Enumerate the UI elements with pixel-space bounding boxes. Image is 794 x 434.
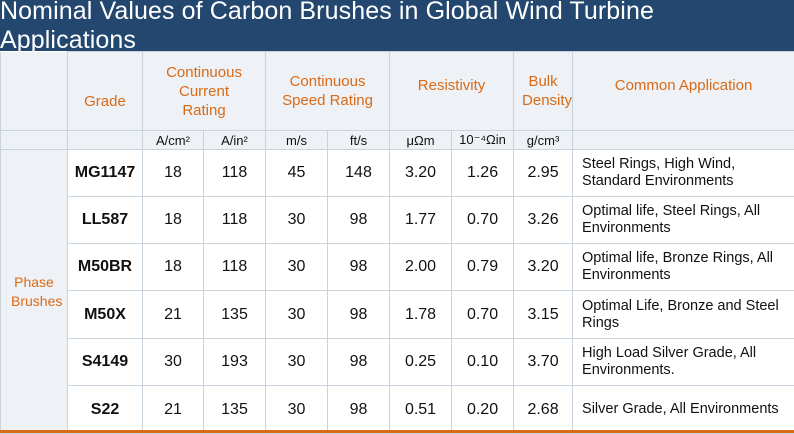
cell-a-in2: 135 — [204, 291, 266, 339]
cell-a-cm2: 18 — [143, 197, 204, 244]
cell-micro-ohm-m: 0.51 — [390, 386, 452, 434]
table-row: S4149 30 193 30 98 0.25 0.10 3.70 High L… — [1, 339, 794, 386]
cell-a-cm2: 21 — [143, 291, 204, 339]
unit-micro-ohm-m: μΩm — [390, 131, 452, 150]
unit-ft-s: ft/s — [328, 131, 390, 150]
cell-ohm-in: 0.20 — [452, 386, 514, 434]
cell-m-s: 30 — [266, 339, 328, 386]
table-row: Phase Brushes MG1147 18 118 45 148 3.20 … — [1, 150, 794, 197]
unit-g-cm3: g/cm³ — [514, 131, 573, 150]
unit-a-cm2: A/cm² — [143, 131, 204, 150]
cell-micro-ohm-m: 2.00 — [390, 244, 452, 291]
cell-a-in2: 118 — [204, 150, 266, 197]
cell-grade: LL587 — [68, 197, 143, 244]
corner-cell — [1, 52, 68, 131]
cell-grade: S22 — [68, 386, 143, 434]
cell-density: 2.68 — [514, 386, 573, 434]
cell-density: 3.20 — [514, 244, 573, 291]
cell-micro-ohm-m: 1.78 — [390, 291, 452, 339]
cell-ft-s: 98 — [328, 339, 390, 386]
cell-grade: M50X — [68, 291, 143, 339]
header-common-application: Common Application — [573, 52, 794, 131]
table-row: LL587 18 118 30 98 1.77 0.70 3.26 Optima… — [1, 197, 794, 244]
application-text: Optimal life, Steel Rings, All Environme… — [582, 203, 788, 237]
header-current-rating: Continuous Current Rating — [143, 52, 266, 131]
cell-a-in2: 135 — [204, 386, 266, 434]
cell-a-cm2: 18 — [143, 244, 204, 291]
cell-ohm-in: 0.79 — [452, 244, 514, 291]
cell-a-in2: 118 — [204, 244, 266, 291]
application-text: Steel Rings, High Wind, Standard Environ… — [582, 156, 788, 190]
header-bulk-density: Bulk Density — [514, 52, 573, 131]
cell-a-cm2: 21 — [143, 386, 204, 434]
cell-micro-ohm-m: 0.25 — [390, 339, 452, 386]
cell-grade: MG1147 — [68, 150, 143, 197]
unit-application-blank — [573, 131, 794, 150]
cell-density: 2.95 — [514, 150, 573, 197]
application-text: High Load Silver Grade, All Environments… — [582, 345, 788, 379]
cell-a-in2: 118 — [204, 197, 266, 244]
cell-m-s: 45 — [266, 150, 328, 197]
cell-ft-s: 98 — [328, 386, 390, 434]
cell-m-s: 30 — [266, 386, 328, 434]
header-speed-rating: Continuous Speed Rating — [266, 52, 390, 131]
cell-application: High Load Silver Grade, All Environments… — [573, 339, 794, 386]
cell-ft-s: 98 — [328, 244, 390, 291]
cell-application: Silver Grade, All Environments — [573, 386, 794, 434]
application-text: Optimal life, Bronze Rings, All Environm… — [582, 250, 788, 284]
cell-density: 3.15 — [514, 291, 573, 339]
row-group-label: Phase Brushes — [1, 150, 68, 434]
unit-corner-cell — [1, 131, 68, 150]
cell-density: 3.70 — [514, 339, 573, 386]
cell-ohm-in: 0.10 — [452, 339, 514, 386]
cell-ft-s: 148 — [328, 150, 390, 197]
cell-micro-ohm-m: 1.77 — [390, 197, 452, 244]
header-resistivity: Resistivity — [390, 52, 514, 131]
cell-grade: M50BR — [68, 244, 143, 291]
cell-micro-ohm-m: 3.20 — [390, 150, 452, 197]
cell-a-in2: 193 — [204, 339, 266, 386]
table-row: M50BR 18 118 30 98 2.00 0.79 3.20 Optima… — [1, 244, 794, 291]
cell-m-s: 30 — [266, 197, 328, 244]
cell-m-s: 30 — [266, 291, 328, 339]
unit-a-in2: A/in² — [204, 131, 266, 150]
header-grade: Grade — [68, 52, 143, 131]
cell-a-cm2: 30 — [143, 339, 204, 386]
unit-m-s: m/s — [266, 131, 328, 150]
application-text: Silver Grade, All Environments — [582, 401, 788, 418]
application-text: Optimal Life, Bronze and Steel Rings — [582, 298, 788, 332]
cell-application: Optimal life, Steel Rings, All Environme… — [573, 197, 794, 244]
cell-ohm-in: 1.26 — [452, 150, 514, 197]
cell-grade: S4149 — [68, 339, 143, 386]
cell-a-cm2: 18 — [143, 150, 204, 197]
cell-m-s: 30 — [266, 244, 328, 291]
cell-application: Optimal Life, Bronze and Steel Rings — [573, 291, 794, 339]
table-row: M50X 21 135 30 98 1.78 0.70 3.15 Optimal… — [1, 291, 794, 339]
cell-ohm-in: 0.70 — [452, 197, 514, 244]
cell-application: Optimal life, Bronze Rings, All Environm… — [573, 244, 794, 291]
carbon-brush-table: Grade Continuous Current Rating Continuo… — [0, 51, 794, 434]
cell-density: 3.26 — [514, 197, 573, 244]
cell-ohm-in: 0.70 — [452, 291, 514, 339]
unit-ohm-in: 10⁻⁴Ωin — [452, 131, 514, 150]
page-title: Nominal Values of Carbon Brushes in Glob… — [0, 0, 794, 51]
cell-application: Steel Rings, High Wind, Standard Environ… — [573, 150, 794, 197]
table-row: S22 21 135 30 98 0.51 0.20 2.68 Silver G… — [1, 386, 794, 434]
cell-ft-s: 98 — [328, 291, 390, 339]
cell-ft-s: 98 — [328, 197, 390, 244]
unit-grade-blank — [68, 131, 143, 150]
